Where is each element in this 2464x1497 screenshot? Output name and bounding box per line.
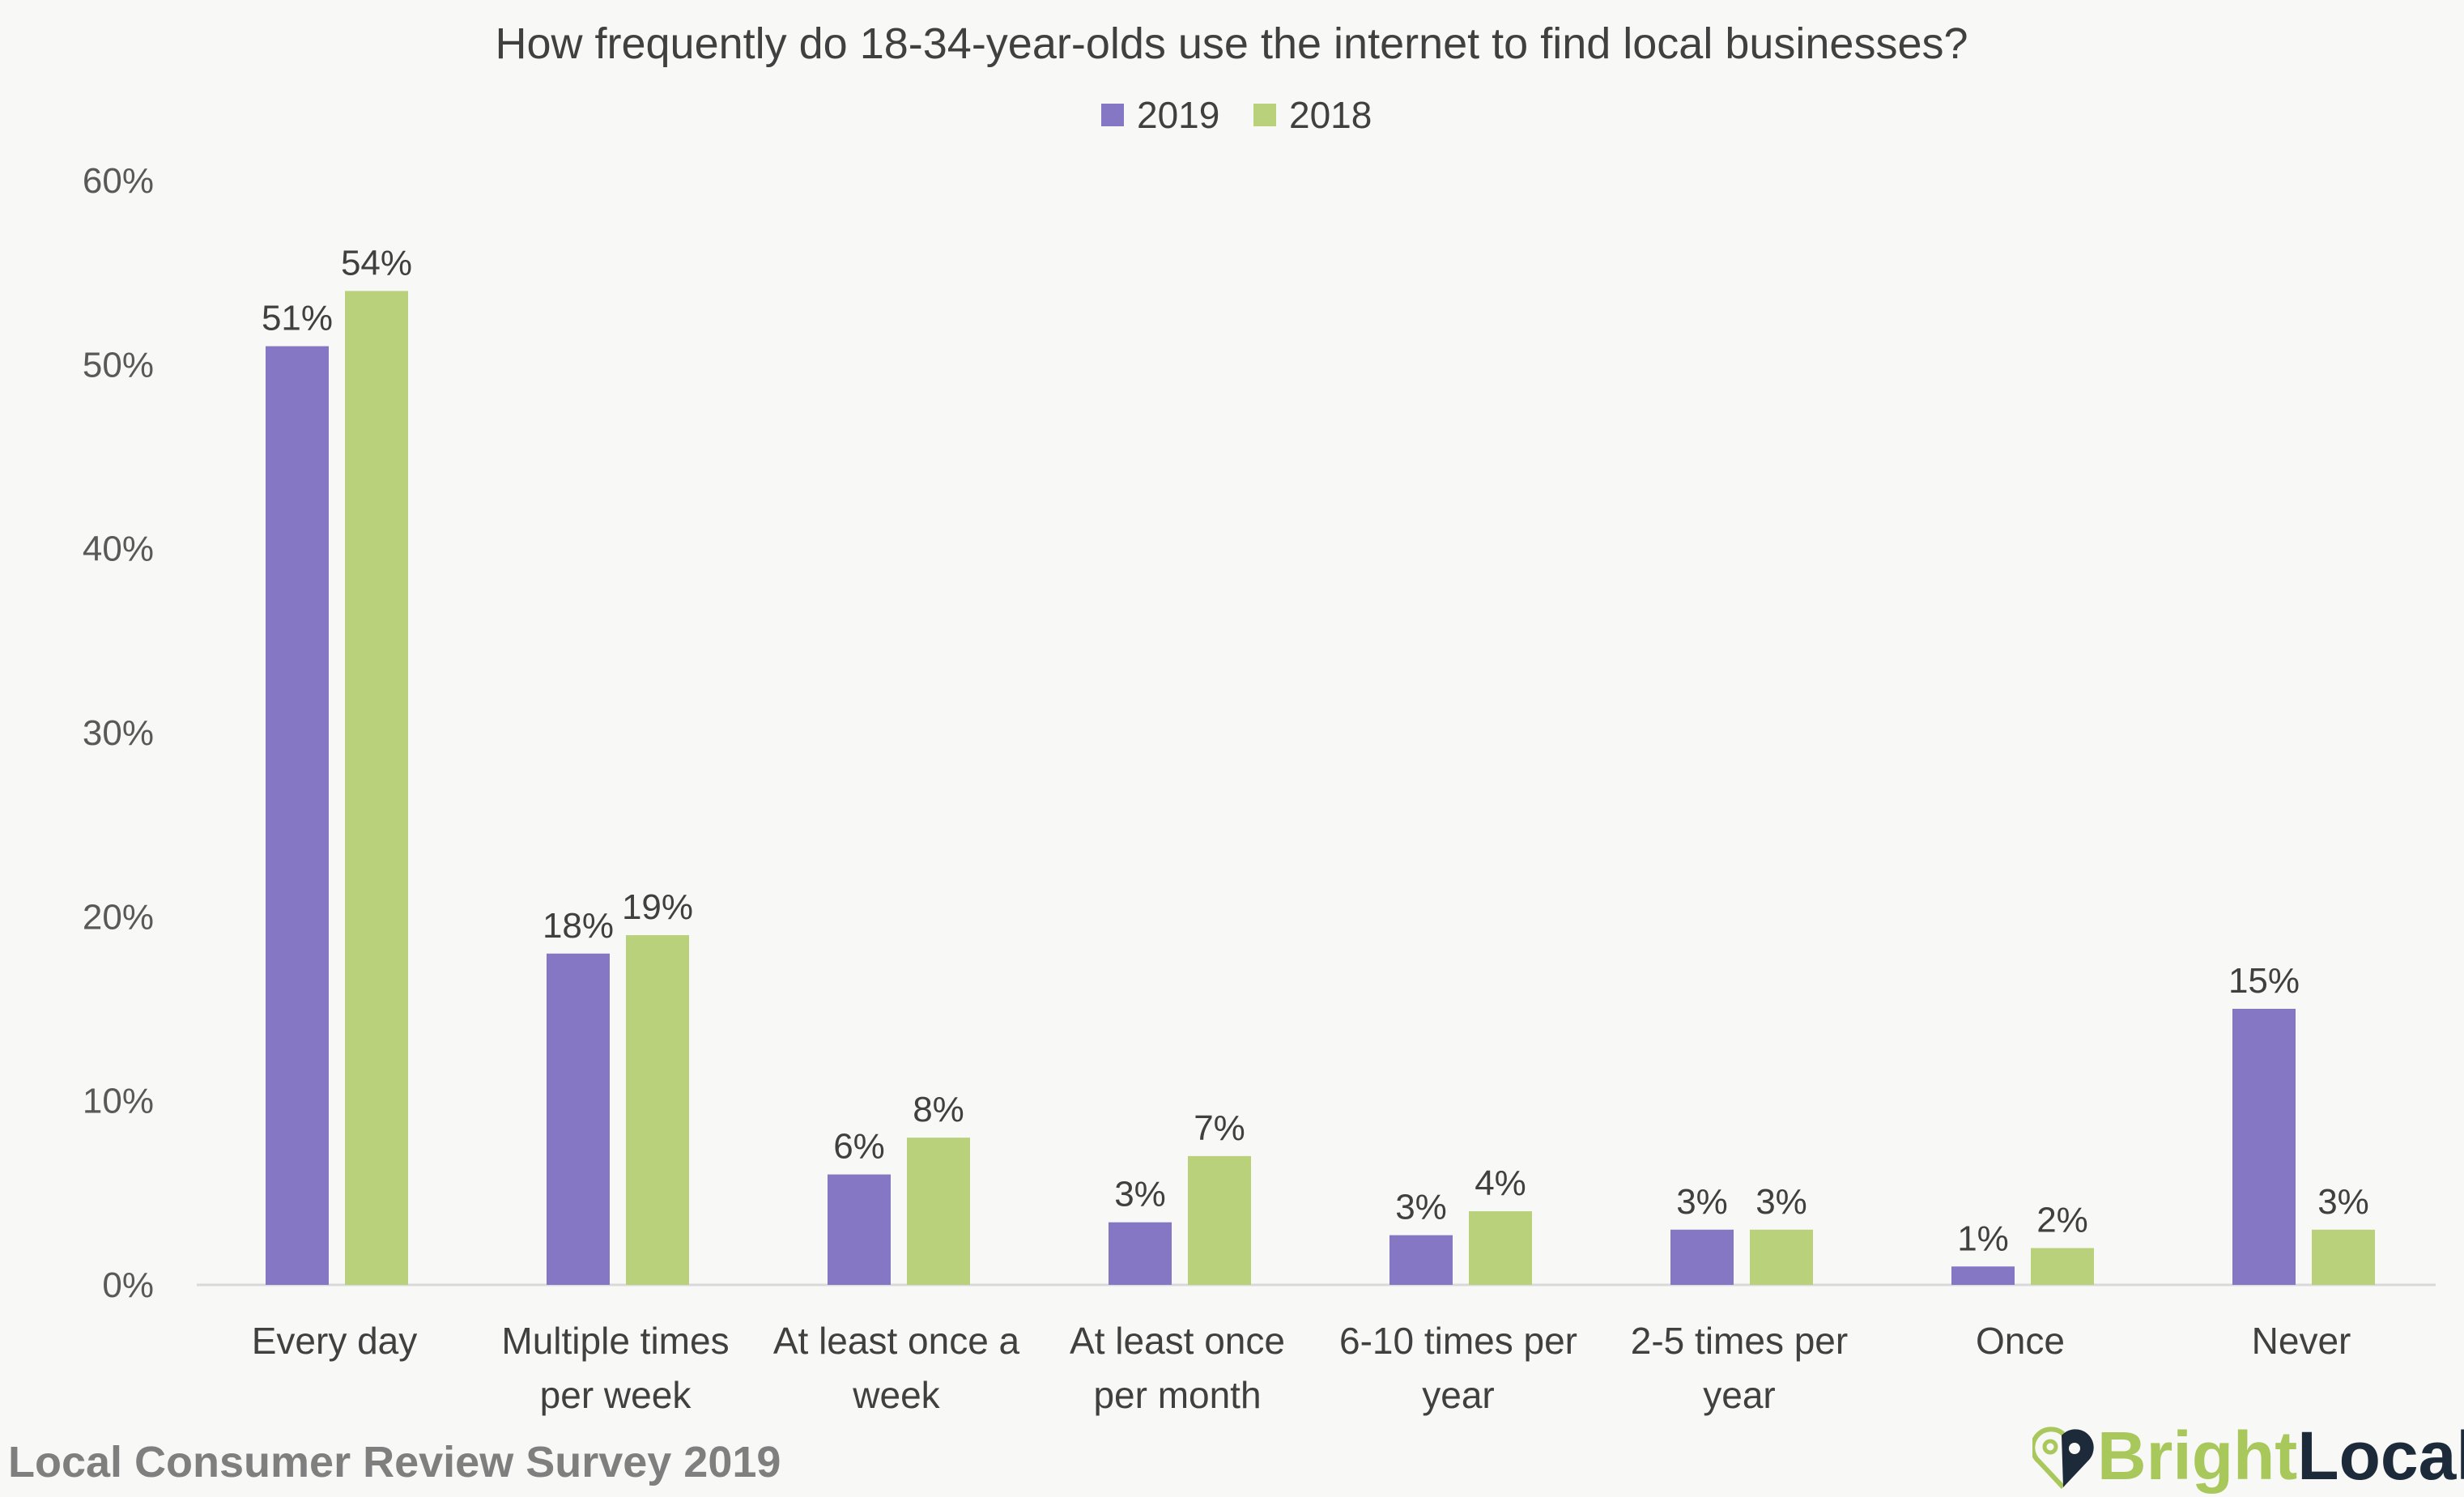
bar-2018 <box>626 935 689 1285</box>
data-label: 54% <box>341 243 412 283</box>
bar-2019 <box>1389 1235 1453 1285</box>
category-label: At least once <box>1070 1320 1285 1362</box>
data-label: 4% <box>1475 1163 1526 1203</box>
legend-swatch <box>1253 104 1276 126</box>
category-label: Once <box>1976 1320 2065 1362</box>
legend: 2019 2018 <box>1101 94 1372 136</box>
y-tick-label: 50% <box>83 345 154 385</box>
chart-title: How frequently do 18-34-year-olds use th… <box>495 19 1968 68</box>
bar-2019 <box>1109 1222 1172 1285</box>
bar-2018 <box>2031 1248 2094 1285</box>
bar-2018 <box>345 291 408 1285</box>
category-label: Multiple times <box>501 1320 729 1362</box>
bar-2019 <box>266 346 329 1286</box>
data-label: 3% <box>1676 1182 1728 1222</box>
bars: 51%54% 18% 19% 6% 8% 3% 7% 3% 4% 3% 3% 1% 2% 15% 3% <box>262 243 2375 1286</box>
brightlocal-logo: Bright Local <box>2032 1417 2464 1495</box>
bar-2019 <box>1951 1266 2015 1285</box>
category-label: 2-5 times per <box>1631 1320 1848 1362</box>
bar-2019 <box>1670 1229 1734 1285</box>
logo-text-local: Local <box>2297 1418 2464 1494</box>
bar-2018 <box>1469 1211 1532 1285</box>
logo-text-bright: Bright <box>2097 1418 2298 1494</box>
y-tick-label: 30% <box>83 713 154 753</box>
category-label: 6-10 times per <box>1339 1320 1577 1362</box>
y-tick-label: 10% <box>83 1082 154 1121</box>
data-label: 3% <box>1114 1175 1166 1214</box>
category-label: per week <box>540 1374 692 1416</box>
y-axis: 0% 10% 20% 30% 40% 50% 60% <box>83 161 154 1305</box>
data-label: 3% <box>1755 1182 1807 1222</box>
source-label: Local Consumer Review Survey 2019 <box>8 1438 781 1486</box>
bar-2018 <box>1188 1155 1251 1285</box>
category-label: At least once a <box>773 1320 1020 1362</box>
y-tick-label: 0% <box>102 1265 154 1305</box>
y-tick-label: 20% <box>83 897 154 937</box>
bar-2018 <box>907 1138 970 1285</box>
data-label: 3% <box>1395 1188 1447 1227</box>
y-tick-label: 40% <box>83 529 154 569</box>
location-heart-icon <box>2032 1426 2094 1489</box>
legend-label: 2019 <box>1137 94 1219 136</box>
data-label: 1% <box>1957 1218 2009 1258</box>
category-label: week <box>852 1374 940 1416</box>
data-label: 18% <box>543 906 614 946</box>
bar-2019 <box>2232 1009 2296 1285</box>
data-label: 7% <box>1194 1108 1245 1148</box>
data-label: 2% <box>2036 1201 2088 1240</box>
data-label: 6% <box>833 1127 885 1167</box>
category-label: year <box>1703 1374 1775 1416</box>
bar-2018 <box>2312 1229 2375 1285</box>
data-label: 8% <box>913 1090 964 1129</box>
x-axis: Every day Multiple times per week At least … <box>252 1320 2351 1416</box>
category-label: Every day <box>252 1320 418 1362</box>
category-label: Never <box>2252 1320 2351 1362</box>
data-label: 51% <box>262 299 333 338</box>
bar-2018 <box>1750 1229 1813 1285</box>
category-label: year <box>1422 1374 1494 1416</box>
bar-2019 <box>828 1174 891 1285</box>
legend-swatch <box>1101 104 1124 126</box>
legend-label: 2018 <box>1289 94 1372 136</box>
data-label: 19% <box>622 887 693 927</box>
bar-2019 <box>547 953 610 1285</box>
y-tick-label: 60% <box>83 161 154 201</box>
data-label: 15% <box>2228 961 2300 1001</box>
category-label: per month <box>1093 1374 1261 1416</box>
data-label: 3% <box>2317 1182 2369 1222</box>
